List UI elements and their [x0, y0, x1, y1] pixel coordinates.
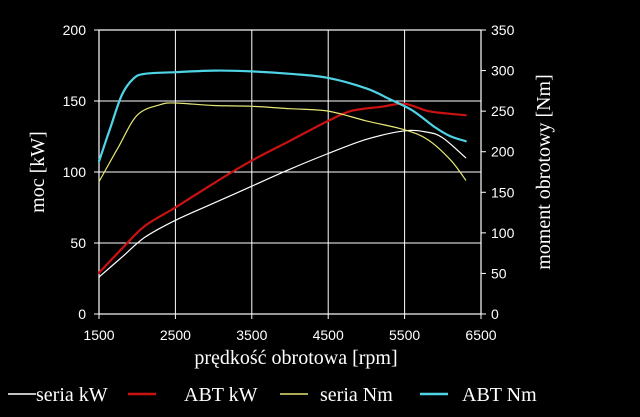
y2-tick-label: 200	[491, 144, 515, 160]
y-tick-label: 150	[63, 93, 87, 109]
y2-tick-label: 50	[491, 265, 507, 281]
tick-layer: 0 50 100 150 200 0 50 100 150 200 250 300 350 1500 250…	[63, 22, 515, 343]
y-axis-title: moc [kW]	[27, 131, 49, 213]
legend-label-seria-nm: seria Nm	[320, 384, 393, 406]
y2-axis-title: moment obrotowy [Nm]	[533, 74, 555, 270]
series-layer	[97, 69, 467, 278]
y-tick-label: 200	[63, 22, 87, 38]
y2-tick-label: 350	[491, 22, 515, 38]
legend-label-seria-kw: seria kW	[36, 384, 108, 406]
y-tick-label: 50	[70, 235, 86, 251]
grid-layer	[98, 29, 482, 315]
x-tick-label: 5500	[389, 327, 420, 343]
series-line-abt-kw	[97, 102, 467, 274]
x-tick-label: 6500	[465, 327, 496, 343]
series-line-abt-nm	[97, 69, 467, 163]
legend-label-abt-nm: ABT Nm	[462, 384, 537, 406]
y2-tick-label: 0	[491, 306, 499, 322]
y2-tick-label: 300	[491, 63, 515, 79]
x-tick-label: 1500	[83, 327, 114, 343]
series-line-seria-nm	[98, 102, 467, 183]
x-tick-label: 2500	[160, 327, 191, 343]
x-axis-title: prędkość obrotowa [rpm]	[194, 347, 397, 369]
y2-tick-label: 100	[491, 225, 515, 241]
legend-label-abt-kw: ABT kW	[184, 384, 258, 406]
y-tick-label: 0	[78, 306, 86, 322]
series-line-seria-kw	[98, 129, 467, 278]
y2-tick-label: 150	[491, 184, 515, 200]
legend: seria kW ABT kW seria Nm ABT Nm	[8, 384, 537, 406]
x-tick-label: 4500	[313, 327, 344, 343]
x-tick-label: 3500	[236, 327, 267, 343]
y-tick-label: 100	[63, 164, 87, 180]
y2-tick-label: 250	[491, 103, 515, 119]
